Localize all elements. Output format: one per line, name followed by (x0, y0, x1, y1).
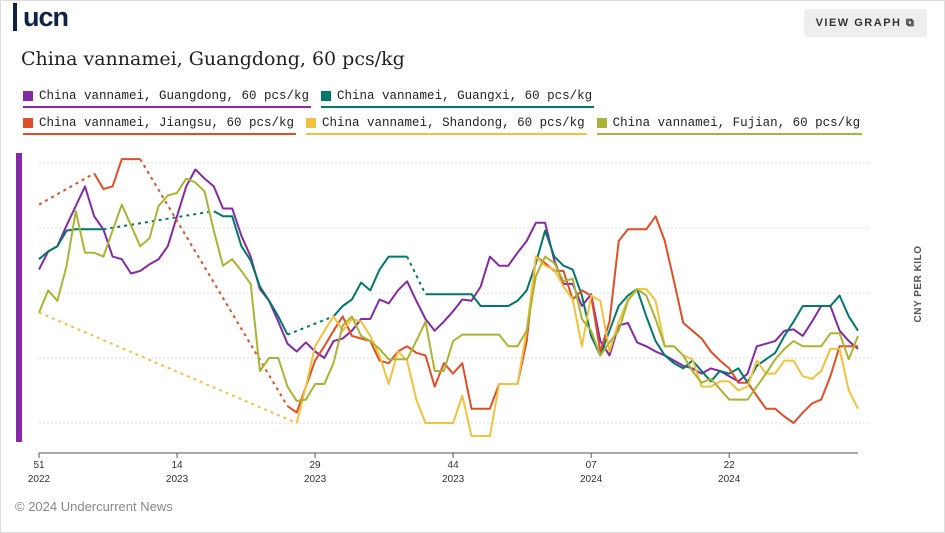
gap-connector (139, 158, 289, 407)
view-graph-button[interactable]: VIEW GRAPH ⧉ (804, 9, 927, 37)
x-tick-label: 44 (448, 460, 460, 471)
x-tick-year: 2022 (28, 474, 51, 485)
gap-connector (103, 210, 215, 231)
series-line (295, 255, 859, 437)
legend-item[interactable]: China vannamei, Fujian, 60 pcs/kg (596, 114, 863, 135)
gap-connector (287, 315, 334, 336)
legend-label[interactable]: China vannamei, Jiangsu, 60 pcs/kg (39, 116, 295, 130)
x-tick-year: 2023 (442, 474, 465, 485)
footer: © 2024 Undercurrent News (15, 499, 173, 514)
legend-swatch[interactable] (23, 118, 33, 128)
series-line (93, 158, 858, 424)
legend-swatch[interactable] (321, 91, 332, 101)
range-bar (16, 153, 22, 442)
legend-item[interactable]: China vannamei, Shandong, 60 pcs/kg (306, 114, 587, 135)
legend-item[interactable]: China vannamei, Jiangsu, 60 pcs/kg (23, 114, 297, 135)
gap-connector (38, 311, 298, 424)
series-line (38, 210, 859, 384)
button-label[interactable]: VIEW GRAPH (815, 17, 902, 29)
x-tick-label: 07 (586, 460, 598, 471)
series-line (38, 177, 859, 402)
legend-label[interactable]: China vannamei, Shandong, 60 pcs/kg (322, 116, 585, 130)
legend-item[interactable]: China vannamei, Guangxi, 60 pcs/kg (321, 87, 595, 108)
x-tick-label: 22 (724, 460, 736, 471)
legend-item[interactable]: China vannamei, Guangdong, 60 pcs/kg (23, 87, 312, 108)
x-tick-year: 2023 (166, 474, 189, 485)
x-tick-label: 29 (310, 460, 322, 471)
x-tick-label: 14 (171, 460, 183, 471)
x-tick-year: 2023 (304, 474, 327, 485)
legend-swatch[interactable] (596, 118, 607, 128)
legend-label[interactable]: China vannamei, Guangxi, 60 pcs/kg (337, 89, 593, 103)
legend-label[interactable]: China vannamei, Guangdong, 60 pcs/kg (39, 89, 310, 103)
x-tick-label: 51 (33, 460, 45, 471)
logo[interactable]: ucn (13, 3, 69, 31)
x-tick-year: 2024 (718, 474, 741, 485)
legend: China vannamei, Guangdong, 60 pcs/kg Chin… (23, 87, 873, 135)
legend-swatch[interactable] (23, 91, 33, 101)
x-tick-year: 2024 (580, 474, 603, 485)
legend-label[interactable]: China vannamei, Fujian, 60 pcs/kg (612, 116, 861, 130)
legend-swatch[interactable] (306, 118, 317, 128)
chart-title: China vannamei, Guangdong, 60 pcs/kg (21, 48, 405, 70)
y-axis-label: CNY PER KILO (913, 246, 924, 323)
